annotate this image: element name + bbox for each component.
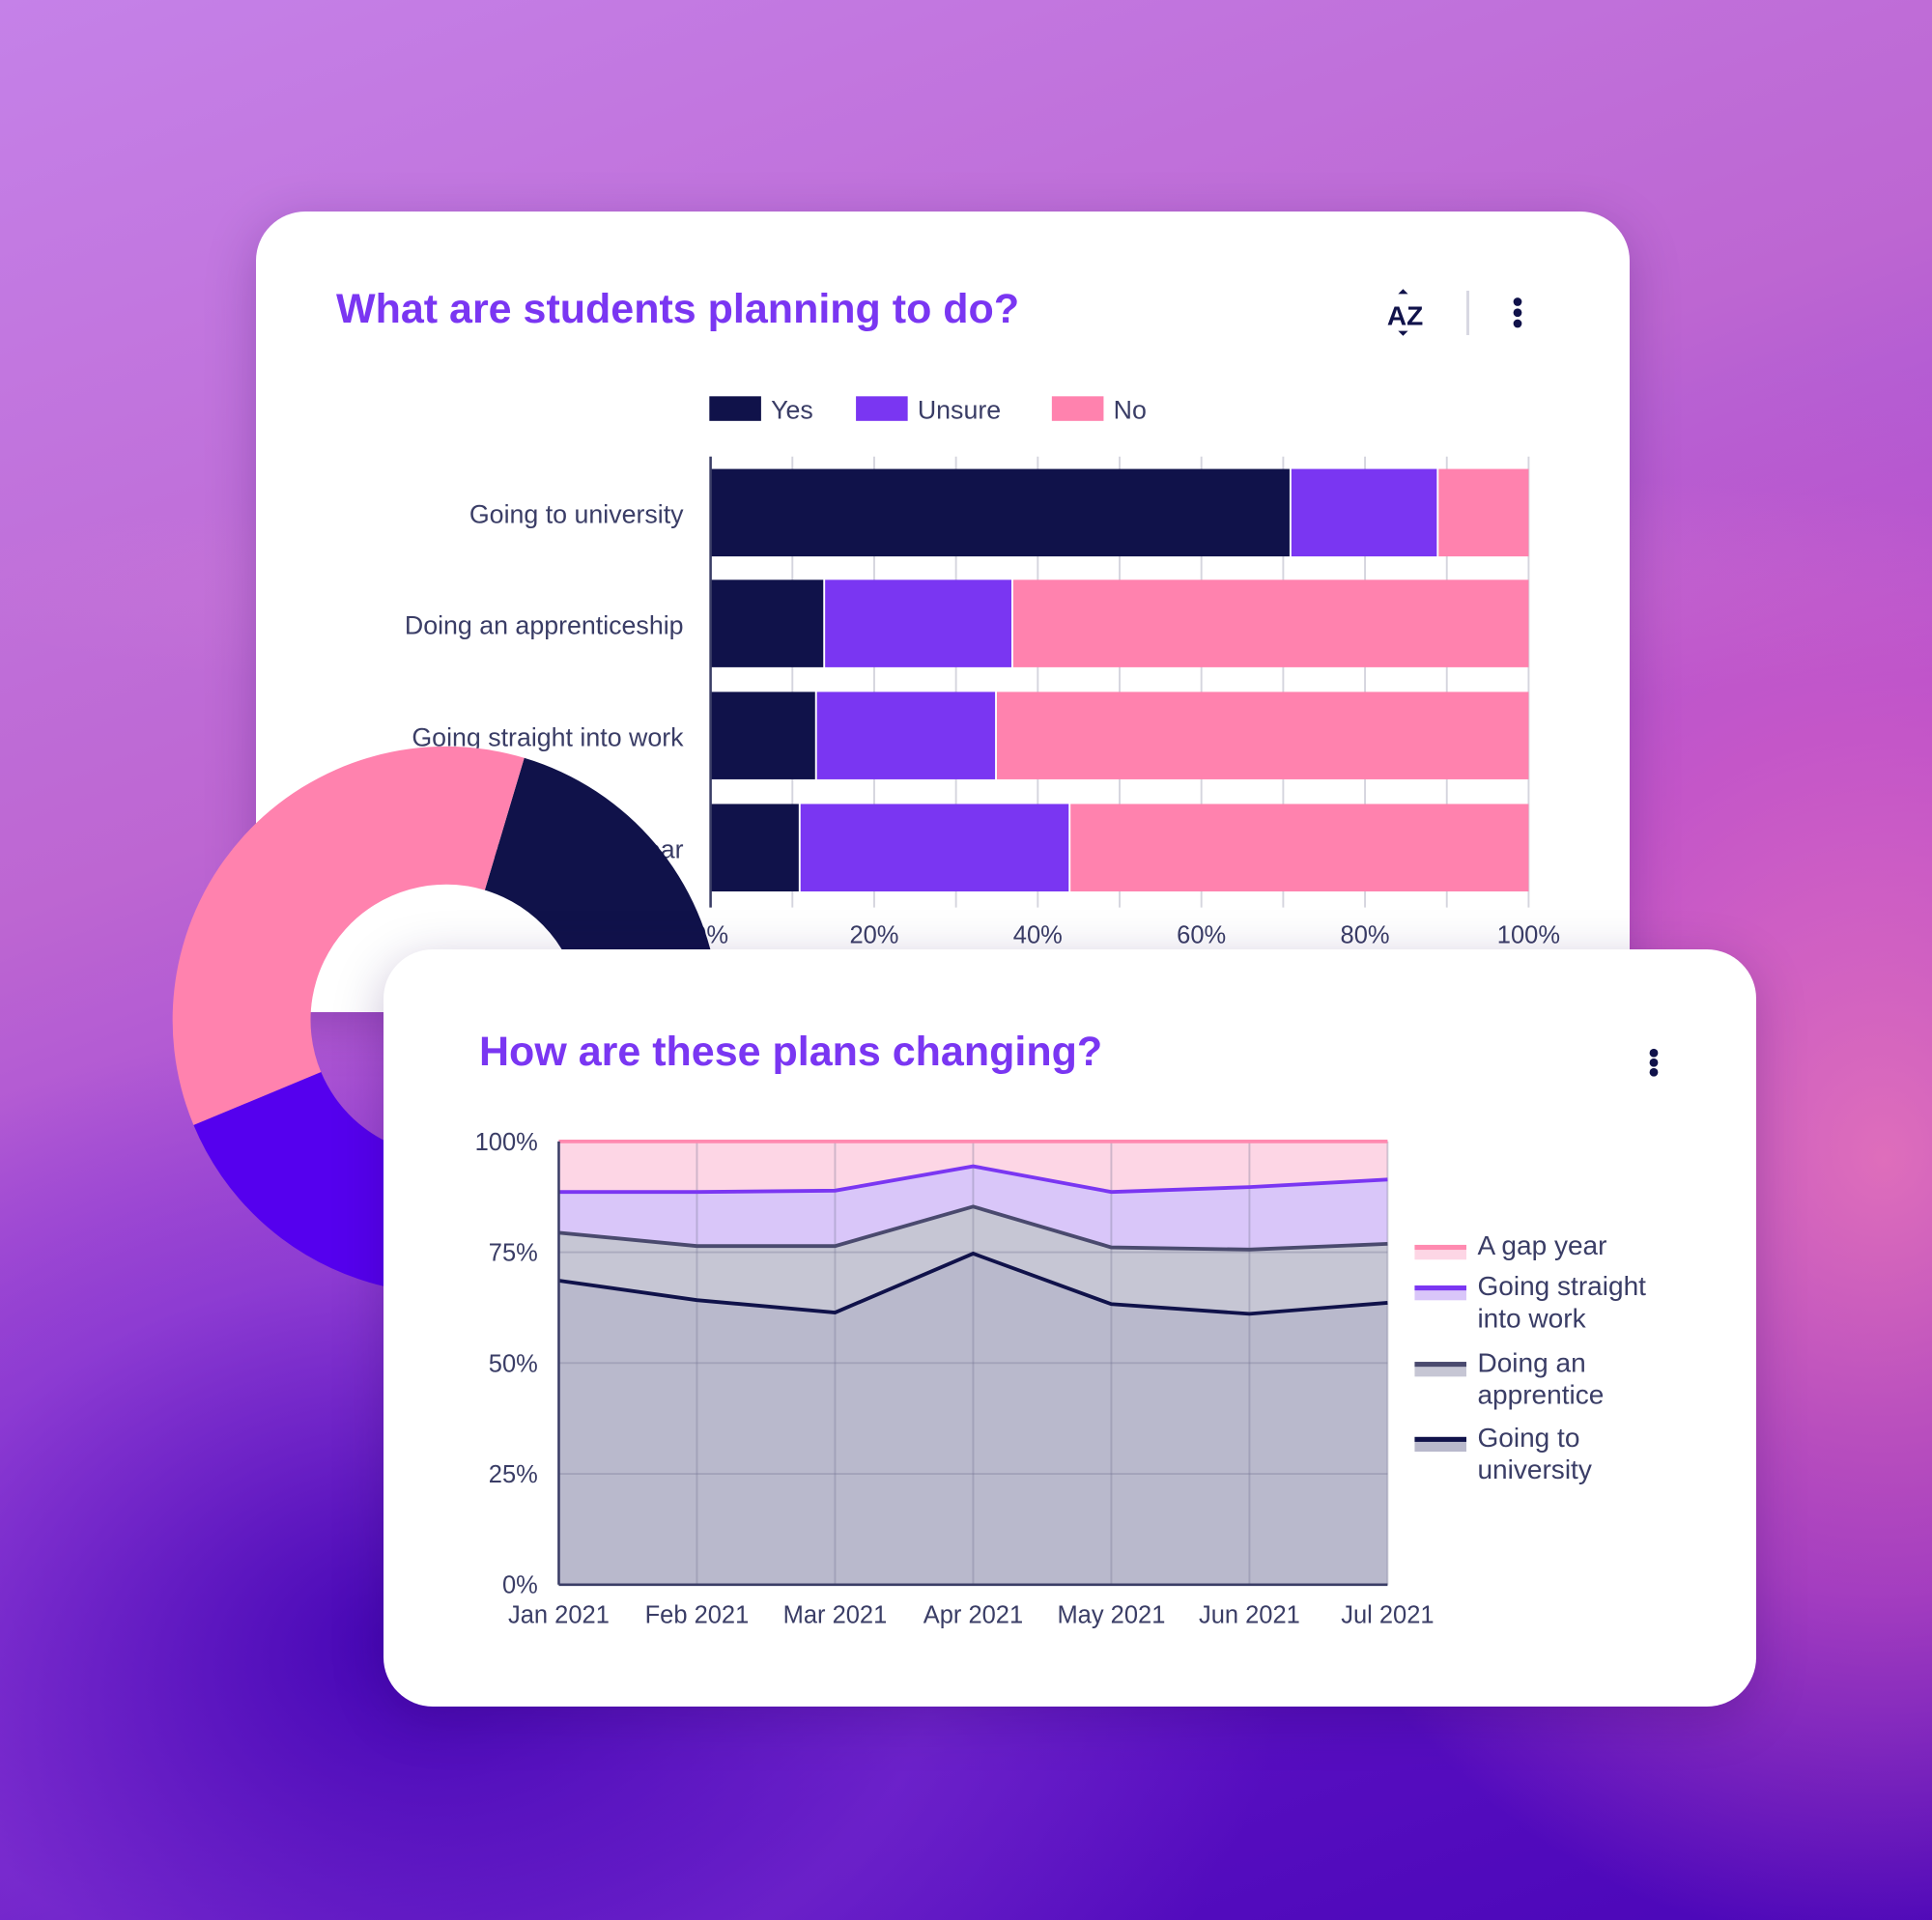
bar-segment-yes (710, 692, 815, 779)
legend-label: A gap year (1477, 1230, 1606, 1260)
area-a-gap-year (558, 1141, 1388, 1193)
x-tick-label: 80% (1341, 922, 1390, 949)
legend-label: Doing an (1477, 1347, 1585, 1377)
legend-label: apprentice (1477, 1379, 1604, 1409)
stacked-area-chart: 0% 25% 50% 75% 100% Jan 2021 Feb 2021 Mar 2021 A… (475, 1129, 1647, 1629)
bar-segment-unsure (825, 579, 1012, 667)
legend-swatch (1051, 396, 1104, 421)
x-tick-label: 40% (1013, 922, 1063, 949)
category-label: Doing an apprenticeship (405, 610, 684, 639)
x-tick-label: Jul 2021 (1341, 1601, 1434, 1628)
line-going-to-university (558, 1251, 1388, 1316)
sort-az-icon[interactable]: AZ (1383, 288, 1428, 337)
y-tick-label: 100% (475, 1129, 538, 1156)
line-going-straight-into-work (558, 1164, 1388, 1195)
x-tick-label: 60% (1177, 922, 1226, 949)
y-tick-label: 75% (489, 1240, 538, 1267)
legend-swatch-line (1414, 1244, 1466, 1251)
x-tick-label: 100% (1497, 922, 1560, 949)
card-title: What are students planning to do? (336, 286, 1020, 332)
bar-segment-unsure (1291, 468, 1437, 557)
stacked-bar-chart: Yes Unsure No Going to university Doing an a… (405, 395, 1560, 949)
legend-swatch-line (1414, 1285, 1466, 1291)
area-doing-an-apprentice (558, 1206, 1388, 1314)
svg-text:AZ: AZ (1387, 300, 1423, 330)
area-going-straight-into-work (558, 1166, 1388, 1250)
x-tick-label: 20% (849, 922, 898, 949)
donut-segment (172, 746, 525, 1125)
y-tick-label: 50% (489, 1350, 538, 1377)
trend-chart-card: How are these plans changing? 0% 25% 50% 75… (384, 949, 1756, 1707)
bar-segment-yes (710, 468, 1290, 557)
bar-segment-yes (710, 579, 824, 667)
x-tick-label: Feb 2021 (645, 1601, 750, 1628)
legend-swatch-line (1414, 1362, 1466, 1368)
y-tick-label: 0% (502, 1572, 538, 1599)
bar-segment-no (996, 692, 1529, 779)
more-vertical-icon[interactable] (1508, 296, 1527, 332)
legend-label: Yes (771, 395, 813, 424)
legend-label: Going straight (1477, 1271, 1646, 1301)
legend-label: Going to (1477, 1423, 1579, 1453)
y-tick-label: 25% (489, 1461, 538, 1488)
x-tick-label: Jun 2021 (1199, 1601, 1300, 1628)
line-doing-an-apprentice (558, 1204, 1388, 1252)
x-tick-label: Jan 2021 (508, 1601, 610, 1628)
area-going-to-university (558, 1253, 1388, 1585)
bar-segment-unsure (816, 692, 996, 779)
bar-segment-yes (710, 804, 799, 892)
legend-swatch-line (1414, 1436, 1466, 1442)
card-title: How are these plans changing? (479, 1029, 1103, 1075)
bar-segment-no (1438, 468, 1529, 557)
bar-segment-no (1012, 579, 1529, 667)
x-tick-label: Apr 2021 (923, 1601, 1023, 1628)
category-label: Going to university (469, 500, 684, 529)
more-vertical-icon[interactable] (1644, 1048, 1663, 1085)
legend-swatch (709, 396, 761, 421)
bar-segment-unsure (800, 804, 1069, 892)
x-tick-label: Mar 2021 (783, 1601, 888, 1628)
bar-segment-no (1070, 804, 1529, 892)
legend-swatch (856, 396, 908, 421)
divider (1466, 291, 1469, 335)
legend-label: university (1477, 1454, 1591, 1484)
x-tick-label: May 2021 (1057, 1601, 1165, 1628)
legend-label: No (1114, 395, 1147, 424)
legend-label: Unsure (918, 395, 1001, 424)
legend-label: into work (1477, 1303, 1586, 1333)
